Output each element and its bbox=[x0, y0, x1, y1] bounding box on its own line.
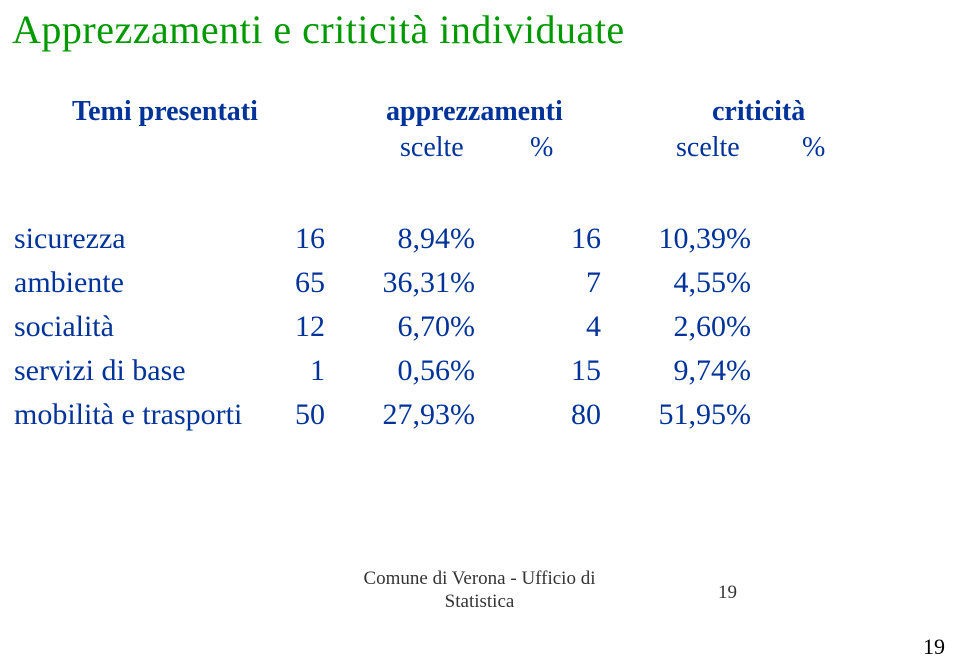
row-pct-apprezzamenti: 6,70% bbox=[345, 310, 475, 344]
subheader-pct-2: % bbox=[802, 132, 825, 164]
row-scelte-criticita: 16 bbox=[541, 222, 601, 256]
row-scelte-apprezzamenti: 16 bbox=[265, 222, 325, 256]
row-scelte-apprezzamenti: 12 bbox=[265, 310, 325, 344]
header-apprezzamenti: apprezzamenti bbox=[386, 96, 563, 128]
row-scelte-apprezzamenti: 65 bbox=[265, 266, 325, 300]
row-scelte-criticita: 4 bbox=[541, 310, 601, 344]
row-label: ambiente bbox=[14, 266, 124, 300]
slide-title: Apprezzamenti e criticità individuate bbox=[12, 6, 625, 53]
row-label: socialità bbox=[14, 310, 114, 344]
row-scelte-apprezzamenti: 1 bbox=[265, 354, 325, 388]
table-row: ambiente 65 36,31% 7 4,55% bbox=[0, 266, 959, 310]
footer-line2: Statistica bbox=[445, 591, 515, 612]
row-label: servizi di base bbox=[14, 354, 186, 388]
footer-text: Comune di Verona - Ufficio di Statistica bbox=[0, 568, 959, 614]
row-label: sicurezza bbox=[14, 222, 126, 256]
row-pct-apprezzamenti: 8,94% bbox=[345, 222, 475, 256]
footer-line1: Comune di Verona - Ufficio di bbox=[363, 568, 595, 589]
footer-page-number: 19 bbox=[718, 582, 737, 604]
subheader-scelte-2: scelte bbox=[676, 132, 740, 164]
table-row: mobilità e trasporti 50 27,93% 80 51,95% bbox=[0, 398, 959, 442]
page-number-bottom-right: 19 bbox=[923, 634, 945, 660]
row-scelte-criticita: 7 bbox=[541, 266, 601, 300]
subheader-scelte-1: scelte bbox=[400, 132, 464, 164]
row-pct-apprezzamenti: 0,56% bbox=[345, 354, 475, 388]
slide: Apprezzamenti e criticità individuate Te… bbox=[0, 0, 959, 666]
row-pct-apprezzamenti: 27,93% bbox=[345, 398, 475, 432]
row-pct-criticita: 51,95% bbox=[621, 398, 751, 432]
row-pct-criticita: 9,74% bbox=[621, 354, 751, 388]
table-row: servizi di base 1 0,56% 15 9,74% bbox=[0, 354, 959, 398]
row-pct-criticita: 2,60% bbox=[621, 310, 751, 344]
row-scelte-criticita: 80 bbox=[541, 398, 601, 432]
header-criticita: criticità bbox=[712, 96, 805, 128]
row-scelte-criticita: 15 bbox=[541, 354, 601, 388]
header-temi: Temi presentati bbox=[72, 96, 258, 128]
row-pct-apprezzamenti: 36,31% bbox=[345, 266, 475, 300]
row-pct-criticita: 4,55% bbox=[621, 266, 751, 300]
subheader-pct-1: % bbox=[530, 132, 553, 164]
table-body: sicurezza 16 8,94% 16 10,39% ambiente 65 36,31%… bbox=[0, 222, 959, 442]
row-scelte-apprezzamenti: 50 bbox=[265, 398, 325, 432]
row-pct-criticita: 10,39% bbox=[621, 222, 751, 256]
table-row: sicurezza 16 8,94% 16 10,39% bbox=[0, 222, 959, 266]
table-row: socialità 12 6,70% 4 2,60% bbox=[0, 310, 959, 354]
row-label: mobilità e trasporti bbox=[14, 398, 242, 432]
